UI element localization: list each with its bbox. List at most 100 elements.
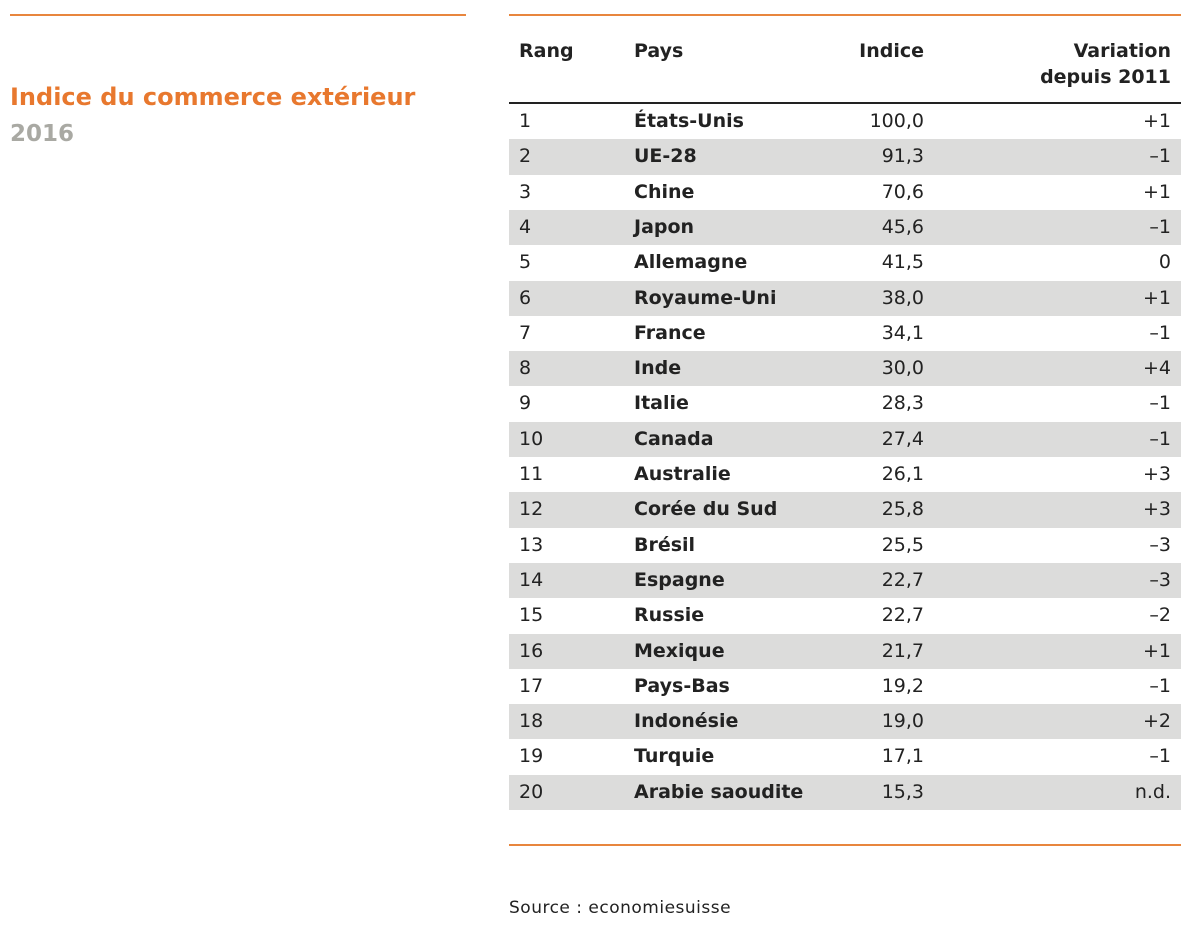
table-cell: –2: [1149, 604, 1171, 627]
table-row: 4 Japon 45,6 –1: [509, 209, 1181, 246]
table-cell: 38,0: [881, 286, 924, 309]
table-row: 16 Mexique 21,7 +1: [509, 633, 1181, 669]
table-cell: 2: [519, 145, 532, 168]
table-row: 9 Italie 28,3 –1: [509, 386, 1181, 421]
table-cell: Arabie saoudite: [634, 780, 804, 803]
table-cell: 26,1: [881, 463, 924, 485]
table-cell: 11: [519, 463, 544, 485]
table-row: 20 Arabie saoudite 15,3 n.d.: [509, 774, 1181, 810]
table-cell: –1: [1149, 145, 1171, 168]
table-cell: 22,7: [881, 568, 924, 591]
header-rule: [509, 102, 1181, 104]
table-row: 3 Chine 70,6 +1: [509, 175, 1181, 210]
column-header: Pays: [634, 40, 684, 62]
table-cell: Turquie: [634, 745, 715, 768]
table-row: 7 France 34,1 –1: [509, 316, 1181, 351]
table-cell: 70,6: [881, 180, 924, 203]
rule: [509, 14, 1181, 16]
table-row: 2 UE-28 91,3 –1: [509, 139, 1181, 175]
table-cell: 7: [519, 321, 532, 344]
title: Indice du commerce extérieur: [10, 83, 416, 111]
table-cell: 21,7: [881, 639, 924, 662]
table-cell: 1: [519, 110, 532, 132]
table-cell: Indonésie: [634, 710, 739, 733]
table-cell: 5: [519, 251, 532, 274]
table-row: 15 Russie 22,7 –2: [509, 598, 1181, 633]
table-cell: +1: [1142, 180, 1171, 203]
table-cell: –1: [1149, 745, 1171, 768]
table-cell: Inde: [634, 357, 682, 380]
table-cell: –1: [1149, 392, 1171, 415]
source: Source : economiesuisse: [509, 898, 732, 918]
table-cell: 6: [519, 286, 532, 309]
table-cell: +4: [1142, 357, 1171, 380]
table-cell: +2: [1142, 710, 1171, 733]
table-row: 10 Canada 27,4 –1: [509, 421, 1181, 457]
table-cell: 10: [519, 427, 544, 450]
table-cell: 17,1: [881, 745, 924, 768]
table-cell: 15: [519, 604, 544, 627]
subtitle: 2016: [10, 121, 75, 147]
rule: [509, 844, 1181, 846]
table-row: 6 Royaume-Uni 38,0 +1: [509, 280, 1181, 316]
table-cell: 3: [519, 180, 532, 203]
table-cell: +1: [1142, 286, 1171, 309]
table-cell: 25,5: [881, 533, 924, 556]
table-cell: –1: [1149, 215, 1171, 238]
table-cell: +3: [1142, 498, 1171, 521]
table-cell: 22,7: [881, 604, 924, 627]
table-cell: 9: [519, 392, 532, 415]
table-cell: Espagne: [634, 568, 725, 591]
table-cell: 25,8: [881, 498, 924, 521]
table-cell: États-Unis: [634, 110, 744, 132]
table-cell: UE-28: [634, 145, 697, 168]
table-row: 17 Pays-Bas 19,2 –1: [509, 669, 1181, 704]
table-cell: –3: [1149, 568, 1171, 591]
table-cell: 16: [519, 639, 544, 662]
table-row: 5 Allemagne 41,5 0: [509, 245, 1181, 280]
table-row: 14 Espagne 22,7 –3: [509, 562, 1181, 599]
table-cell: +3: [1142, 463, 1171, 485]
table-cell: 19,2: [881, 674, 924, 697]
table-row: 18 Indonésie 19,0 +2: [509, 704, 1181, 740]
table-cell: 20: [519, 780, 544, 803]
table-cell: 14: [519, 568, 544, 591]
table-cell: Pays-Bas: [634, 674, 730, 697]
table-cell: France: [634, 321, 706, 344]
table-cell: 30,0: [881, 357, 924, 380]
table-cell: +1: [1142, 110, 1171, 132]
table-cell: Italie: [634, 392, 689, 415]
table-cell: 91,3: [881, 145, 924, 168]
table-cell: 100,0: [869, 110, 924, 132]
table-cell: 8: [519, 357, 532, 380]
table-cell: 45,6: [881, 215, 924, 238]
table-row: 13 Brésil 25,5 –3: [509, 528, 1181, 563]
table-cell: 13: [519, 533, 544, 556]
table-cell: 12: [519, 498, 544, 521]
table-cell: Royaume-Uni: [634, 286, 777, 309]
table-cell: Australie: [634, 463, 731, 485]
table-cell: Allemagne: [634, 251, 748, 274]
table-cell: 18: [519, 710, 544, 733]
table-cell: 15,3: [881, 780, 924, 803]
table-cell: 0: [1158, 251, 1171, 274]
table-cell: Russie: [634, 604, 705, 627]
table-cell: –1: [1149, 321, 1171, 344]
table-cell: +1: [1142, 639, 1171, 662]
table-row: 19 Turquie 17,1 –1: [509, 739, 1181, 774]
table-cell: 34,1: [881, 321, 924, 344]
table-cell: Corée du Sud: [634, 498, 778, 521]
table-cell: 27,4: [881, 427, 924, 450]
table-cell: Mexique: [634, 639, 725, 662]
rule: [10, 14, 466, 16]
table-cell: –3: [1149, 533, 1171, 556]
table-cell: 17: [519, 674, 544, 697]
table-cell: –1: [1149, 427, 1171, 450]
table-row: 12 Corée du Sud 25,8 +3: [509, 492, 1181, 528]
table-cell: 19: [519, 745, 544, 768]
column-header: Variation depuis 2011: [1040, 40, 1171, 88]
column-header: Rang: [519, 40, 574, 62]
table-row: 1 États-Unis 100,0 +1: [509, 104, 1181, 139]
table-cell: Brésil: [634, 533, 696, 556]
